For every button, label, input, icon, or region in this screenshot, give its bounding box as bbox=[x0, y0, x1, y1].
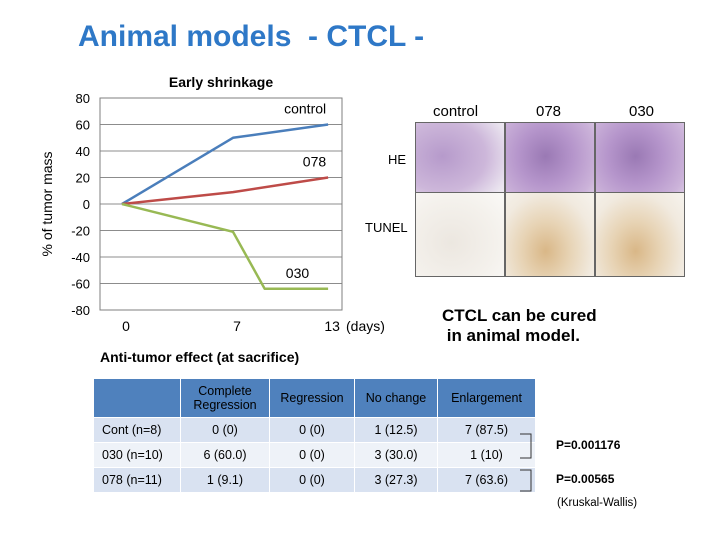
table-header-row: Complete Regression Regression No change… bbox=[93, 378, 536, 418]
test-label: (Kruskal-Wallis) bbox=[557, 497, 638, 509]
chart-title: Early shrinkage bbox=[169, 74, 273, 90]
table-cell: 0 (0) bbox=[269, 417, 355, 443]
table-row: Cont (n=8) 0 (0) 0 (0) 1 (12.5) 7 (87.5) bbox=[93, 417, 536, 443]
x-tick-label: 0 bbox=[122, 318, 130, 334]
tunel-030-image bbox=[595, 192, 685, 277]
y-tick-label: -80 bbox=[71, 303, 90, 318]
table-cell: 7 (87.5) bbox=[437, 417, 536, 443]
table-cell: 0 (0) bbox=[269, 442, 355, 468]
table-cell: 1 (9.1) bbox=[180, 467, 270, 493]
table-cell: 7 (63.6) bbox=[437, 467, 536, 493]
table-row: 078 (n=11) 1 (9.1) 0 (0) 3 (27.3) 7 (63.… bbox=[93, 467, 536, 493]
x-tick-label: 13 bbox=[324, 318, 340, 334]
slide-title: Animal models - CTCL - bbox=[78, 20, 425, 53]
y-tick-label: 0 bbox=[83, 197, 90, 212]
y-tick-label: 60 bbox=[76, 118, 90, 133]
tunel-control-image bbox=[415, 192, 505, 277]
plot-area bbox=[99, 97, 343, 311]
table-header-cell: Complete Regression bbox=[180, 378, 270, 418]
series-label-030: 030 bbox=[286, 265, 310, 281]
table-row: 030 (n=10) 6 (60.0) 0 (0) 3 (30.0) 1 (10… bbox=[93, 442, 536, 468]
y-tick-label: -40 bbox=[71, 250, 90, 265]
pvalue-2: P=0.00565 bbox=[556, 472, 615, 486]
table-cell: 1 (10) bbox=[437, 442, 536, 468]
series-labels: control 078 030 bbox=[284, 101, 326, 281]
x-axis-unit: (days) bbox=[346, 318, 385, 334]
series-line-control bbox=[121, 123, 329, 206]
tunel-078-image bbox=[505, 192, 595, 277]
y-tick-label: 80 bbox=[76, 91, 90, 106]
histology-row-tunel: TUNEL bbox=[365, 220, 408, 235]
pvalue-1: P=0.001176 bbox=[556, 438, 621, 452]
anti-tumor-table: Complete Regression Regression No change… bbox=[93, 378, 536, 493]
table-header-cell: Regression bbox=[269, 378, 355, 418]
series-line-078 bbox=[121, 176, 329, 206]
table-cell: 1 (12.5) bbox=[354, 417, 438, 443]
table-cell: Cont (n=8) bbox=[93, 417, 181, 443]
y-axis-label: % of tumor mass bbox=[39, 151, 55, 256]
histology-col-078: 078 bbox=[536, 103, 562, 120]
table-cell: 0 (0) bbox=[269, 467, 355, 493]
table-cell: 6 (60.0) bbox=[180, 442, 270, 468]
table-cell: 3 (27.3) bbox=[354, 467, 438, 493]
y-tick-label: -20 bbox=[71, 224, 90, 239]
histology-col-control: control bbox=[433, 103, 479, 120]
series-label-control: control bbox=[284, 101, 326, 117]
x-tick-label: 7 bbox=[233, 318, 241, 334]
series-line-030 bbox=[121, 202, 329, 291]
table-cell: 030 (n=10) bbox=[93, 442, 181, 468]
y-axis-ticks: 80 60 40 20 0 -20 -40 -60 -80 bbox=[71, 91, 90, 318]
chart-series bbox=[121, 123, 329, 291]
table-title: Anti-tumor effect (at sacrifice) bbox=[100, 349, 300, 365]
histology-row-he: HE bbox=[388, 152, 407, 167]
table-header-cell bbox=[93, 378, 181, 418]
histology-col-030: 030 bbox=[629, 103, 655, 120]
series-label-078: 078 bbox=[303, 154, 327, 170]
conclusion-text: CTCL can be cured in animal model. bbox=[442, 306, 597, 345]
x-axis-ticks: 0 7 13 bbox=[122, 318, 340, 334]
y-tick-label: 20 bbox=[76, 171, 90, 186]
table-cell: 3 (30.0) bbox=[354, 442, 438, 468]
table-header-cell: No change bbox=[354, 378, 438, 418]
table-cell: 0 (0) bbox=[180, 417, 270, 443]
table-header-cell: Enlargement bbox=[437, 378, 536, 418]
y-tick-label: 40 bbox=[76, 144, 90, 159]
y-tick-label: -60 bbox=[71, 277, 90, 292]
table-cell: 078 (n=11) bbox=[93, 467, 181, 493]
